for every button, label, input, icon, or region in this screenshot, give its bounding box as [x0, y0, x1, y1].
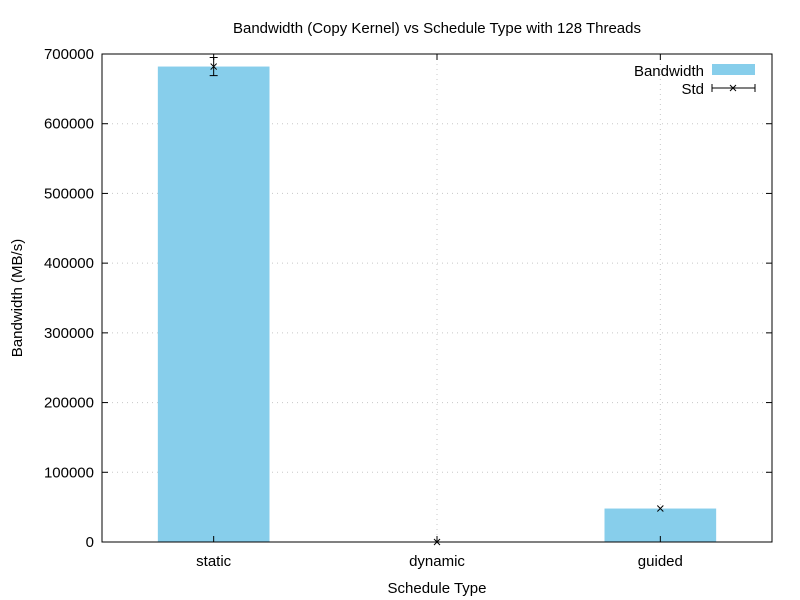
bar-static [157, 66, 270, 542]
y-axis-ticks: 0 100000 200000 300000 400000 500000 600000 700… [44, 46, 772, 551]
chart-title: Bandwidth (Copy Kernel) vs Schedule Type… [233, 20, 641, 37]
legend-sample-std [711, 84, 756, 92]
y-tick-label: 300000 [44, 325, 94, 342]
y-axis-label: Bandwidth (MB/s) [9, 239, 26, 357]
x-axis-ticks: static dynamic guided [196, 54, 683, 570]
x-tick-label-dynamic: dynamic [409, 553, 465, 570]
y-tick-label: 400000 [44, 255, 94, 272]
legend: Bandwidth Std [634, 63, 756, 98]
y-tick-label: 500000 [44, 185, 94, 202]
x-tick-label-guided: guided [638, 553, 683, 570]
grid [102, 54, 772, 542]
error-bar-guided [656, 505, 664, 512]
bars [157, 66, 717, 542]
legend-label-bandwidth: Bandwidth [634, 63, 704, 80]
x-tick-label-static: static [196, 553, 232, 570]
error-bar-static [209, 56, 218, 77]
legend-label-std: Std [681, 81, 704, 98]
x-axis-label: Schedule Type [388, 580, 487, 597]
legend-swatch-bandwidth [712, 64, 755, 75]
y-tick-label: 700000 [44, 46, 94, 63]
y-tick-label: 0 [86, 534, 94, 551]
y-tick-label: 200000 [44, 395, 94, 412]
y-tick-label: 100000 [44, 464, 94, 481]
y-tick-label: 600000 [44, 116, 94, 133]
